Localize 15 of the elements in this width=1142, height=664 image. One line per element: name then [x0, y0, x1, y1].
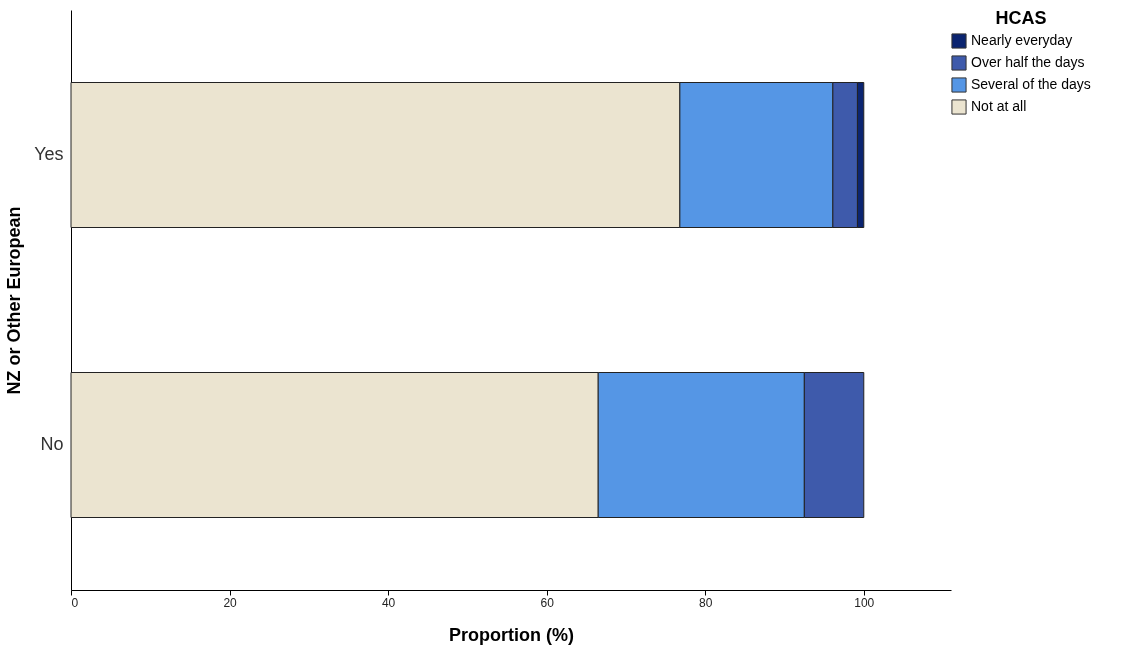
x-tick-label: 60 — [540, 595, 555, 610]
x-tick-label: 100 — [854, 595, 875, 610]
x-axis-title: Proportion (%) — [449, 624, 574, 645]
y-axis-title: NZ or Other European — [4, 206, 25, 395]
x-tick-label: 80 — [699, 595, 713, 610]
y-tick-label: No — [40, 434, 64, 454]
x-tick-label: 40 — [381, 595, 396, 610]
legend-label: Several of the days — [971, 76, 1091, 92]
y-tick-label: Yes — [34, 144, 64, 164]
legend-label: Not at all — [971, 98, 1027, 114]
x-tick-label: 20 — [223, 595, 238, 610]
legend-title: HCAS — [995, 8, 1047, 28]
legend-label: Over half the days — [971, 54, 1085, 70]
x-tick-label: 0 — [71, 595, 79, 610]
legend-label: Nearly everyday — [971, 32, 1073, 48]
